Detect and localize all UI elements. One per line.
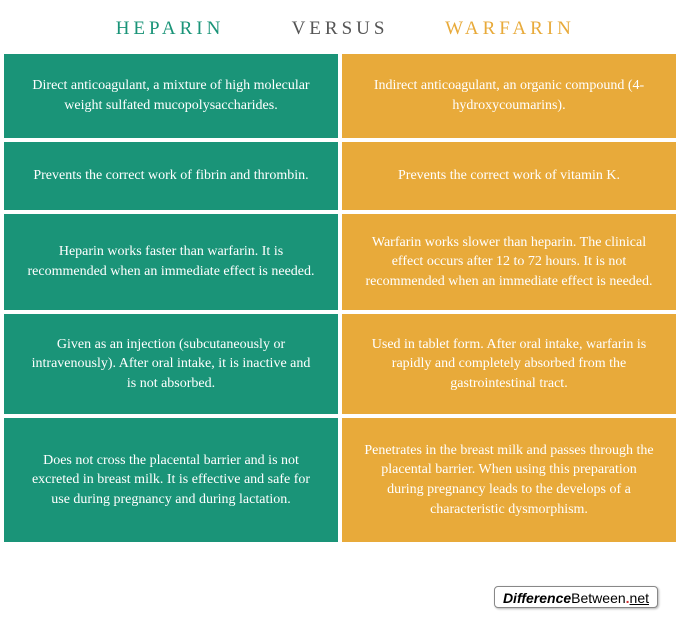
cell-right: Warfarin works slower than heparin. The … [342,214,676,310]
badge-tld: net [630,590,649,606]
comparison-row: Direct anticoagulant, a mixture of high … [4,54,676,138]
badge-part1: Difference [503,590,571,606]
cell-left: Direct anticoagulant, a mixture of high … [4,54,338,138]
cell-left: Given as an injection (subcutaneously or… [4,314,338,414]
cell-left: Prevents the correct work of fibrin and … [4,142,338,210]
cell-right: Indirect anticoagulant, an organic compo… [342,54,676,138]
header-left-title: HEPARIN [0,18,340,40]
source-badge: DifferenceBetween.net [494,586,658,608]
badge-part2: Between [571,590,625,606]
comparison-row: Given as an injection (subcutaneously or… [4,314,676,414]
comparison-row: Heparin works faster than warfarin. It i… [4,214,676,310]
cell-right: Penetrates in the breast milk and passes… [342,418,676,542]
comparison-row: Prevents the correct work of fibrin and … [4,142,676,210]
comparison-rows: Direct anticoagulant, a mixture of high … [0,54,680,542]
header-versus: VERSUS [292,18,389,40]
comparison-row: Does not cross the placental barrier and… [4,418,676,542]
cell-right: Prevents the correct work of vitamin K. [342,142,676,210]
cell-left: Does not cross the placental barrier and… [4,418,338,542]
cell-left: Heparin works faster than warfarin. It i… [4,214,338,310]
cell-right: Used in tablet form. After oral intake, … [342,314,676,414]
header-right-title: WARFARIN [340,18,680,40]
